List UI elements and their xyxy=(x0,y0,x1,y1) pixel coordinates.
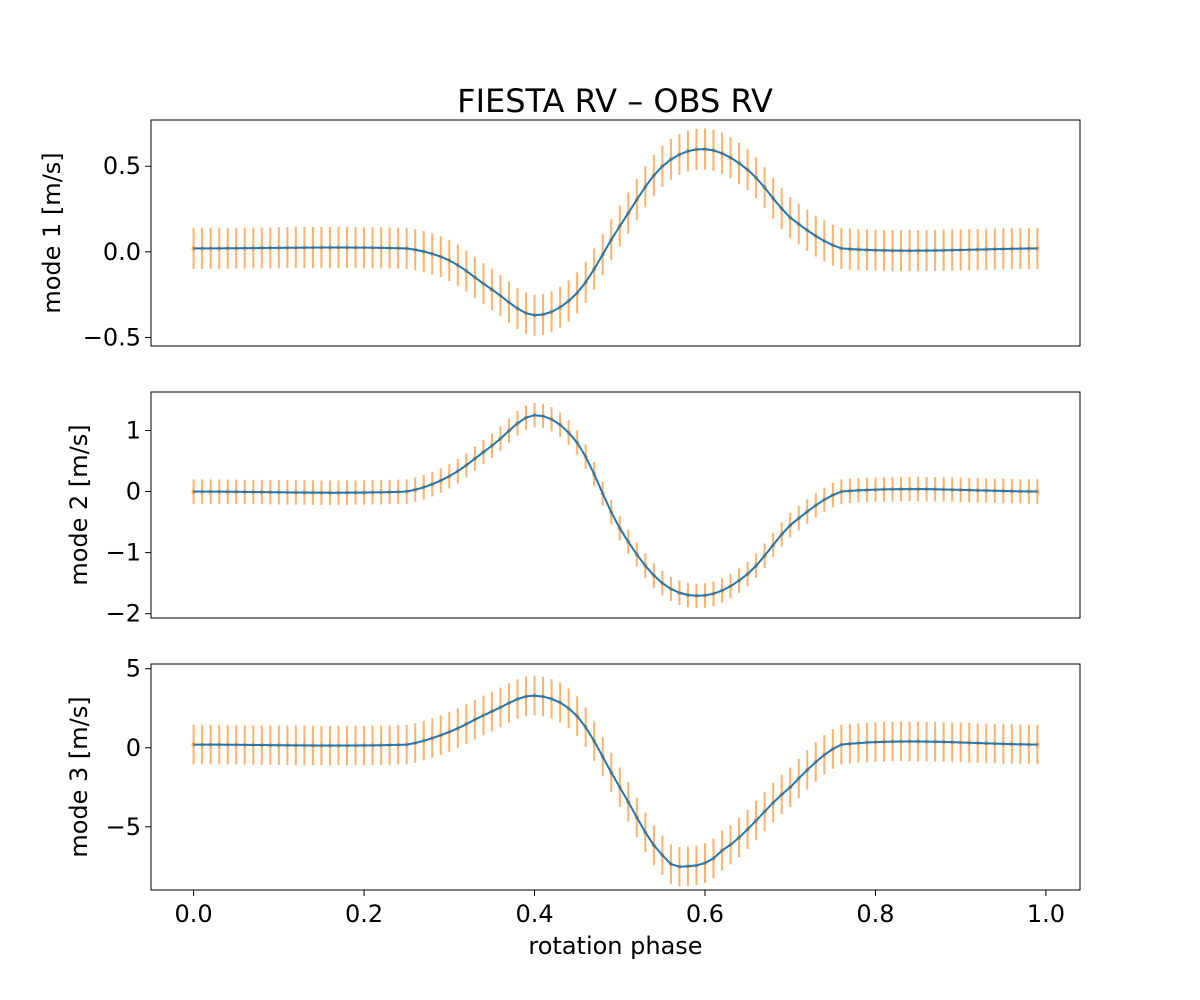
panel-1: −0.5 0.0 0.5 mode 1 [m/s] xyxy=(38,119,1081,351)
y-axis-label: mode 2 [m/s] xyxy=(65,424,93,585)
model-line xyxy=(193,414,1038,597)
x-tick-label: 0.6 xyxy=(686,900,724,928)
axes-frame xyxy=(150,663,1081,891)
x-tick-label: 0.0 xyxy=(175,900,213,928)
y-tick-label: 0.0 xyxy=(103,238,141,266)
x-axis-label: rotation phase xyxy=(528,932,702,960)
y-tick-label: −1 xyxy=(106,539,141,567)
y-tick-label: 0.5 xyxy=(103,152,141,180)
x-tick-label: 0.2 xyxy=(345,900,383,928)
y-tick-label: 1 xyxy=(126,416,141,444)
model-line xyxy=(193,148,1038,317)
x-tick-label: 1.0 xyxy=(1027,900,1065,928)
x-tick-label: 0.4 xyxy=(515,900,553,928)
y-tick-label: 0 xyxy=(126,734,141,762)
y-tick-label: −5 xyxy=(106,813,141,841)
axes-frame xyxy=(150,119,1081,347)
model-line xyxy=(193,694,1038,868)
panels: −0.5 0.0 0.5 mode 1 [m/s] −2 −1 0 1 mode 2 [m/s]… xyxy=(38,119,1081,960)
y-tick-label: 0 xyxy=(126,478,141,506)
y-axis-label: mode 1 [m/s] xyxy=(38,152,66,313)
y-tick-label: −0.5 xyxy=(83,323,141,351)
axes-frame xyxy=(150,391,1081,619)
y-tick-label: 5 xyxy=(126,655,141,683)
x-tick-label: 0.8 xyxy=(856,900,894,928)
panel-3: −5 0 5 0.0 0.2 0.4 0.6 0.8 1.0 mode 3 [m/s] rotati… xyxy=(65,655,1081,960)
figure-title: FIESTA RV – OBS RV xyxy=(457,82,773,120)
panel-2: −2 −1 0 1 mode 2 [m/s] xyxy=(65,391,1081,628)
y-tick-label: −2 xyxy=(106,600,141,628)
y-axis-label: mode 3 [m/s] xyxy=(65,696,93,857)
